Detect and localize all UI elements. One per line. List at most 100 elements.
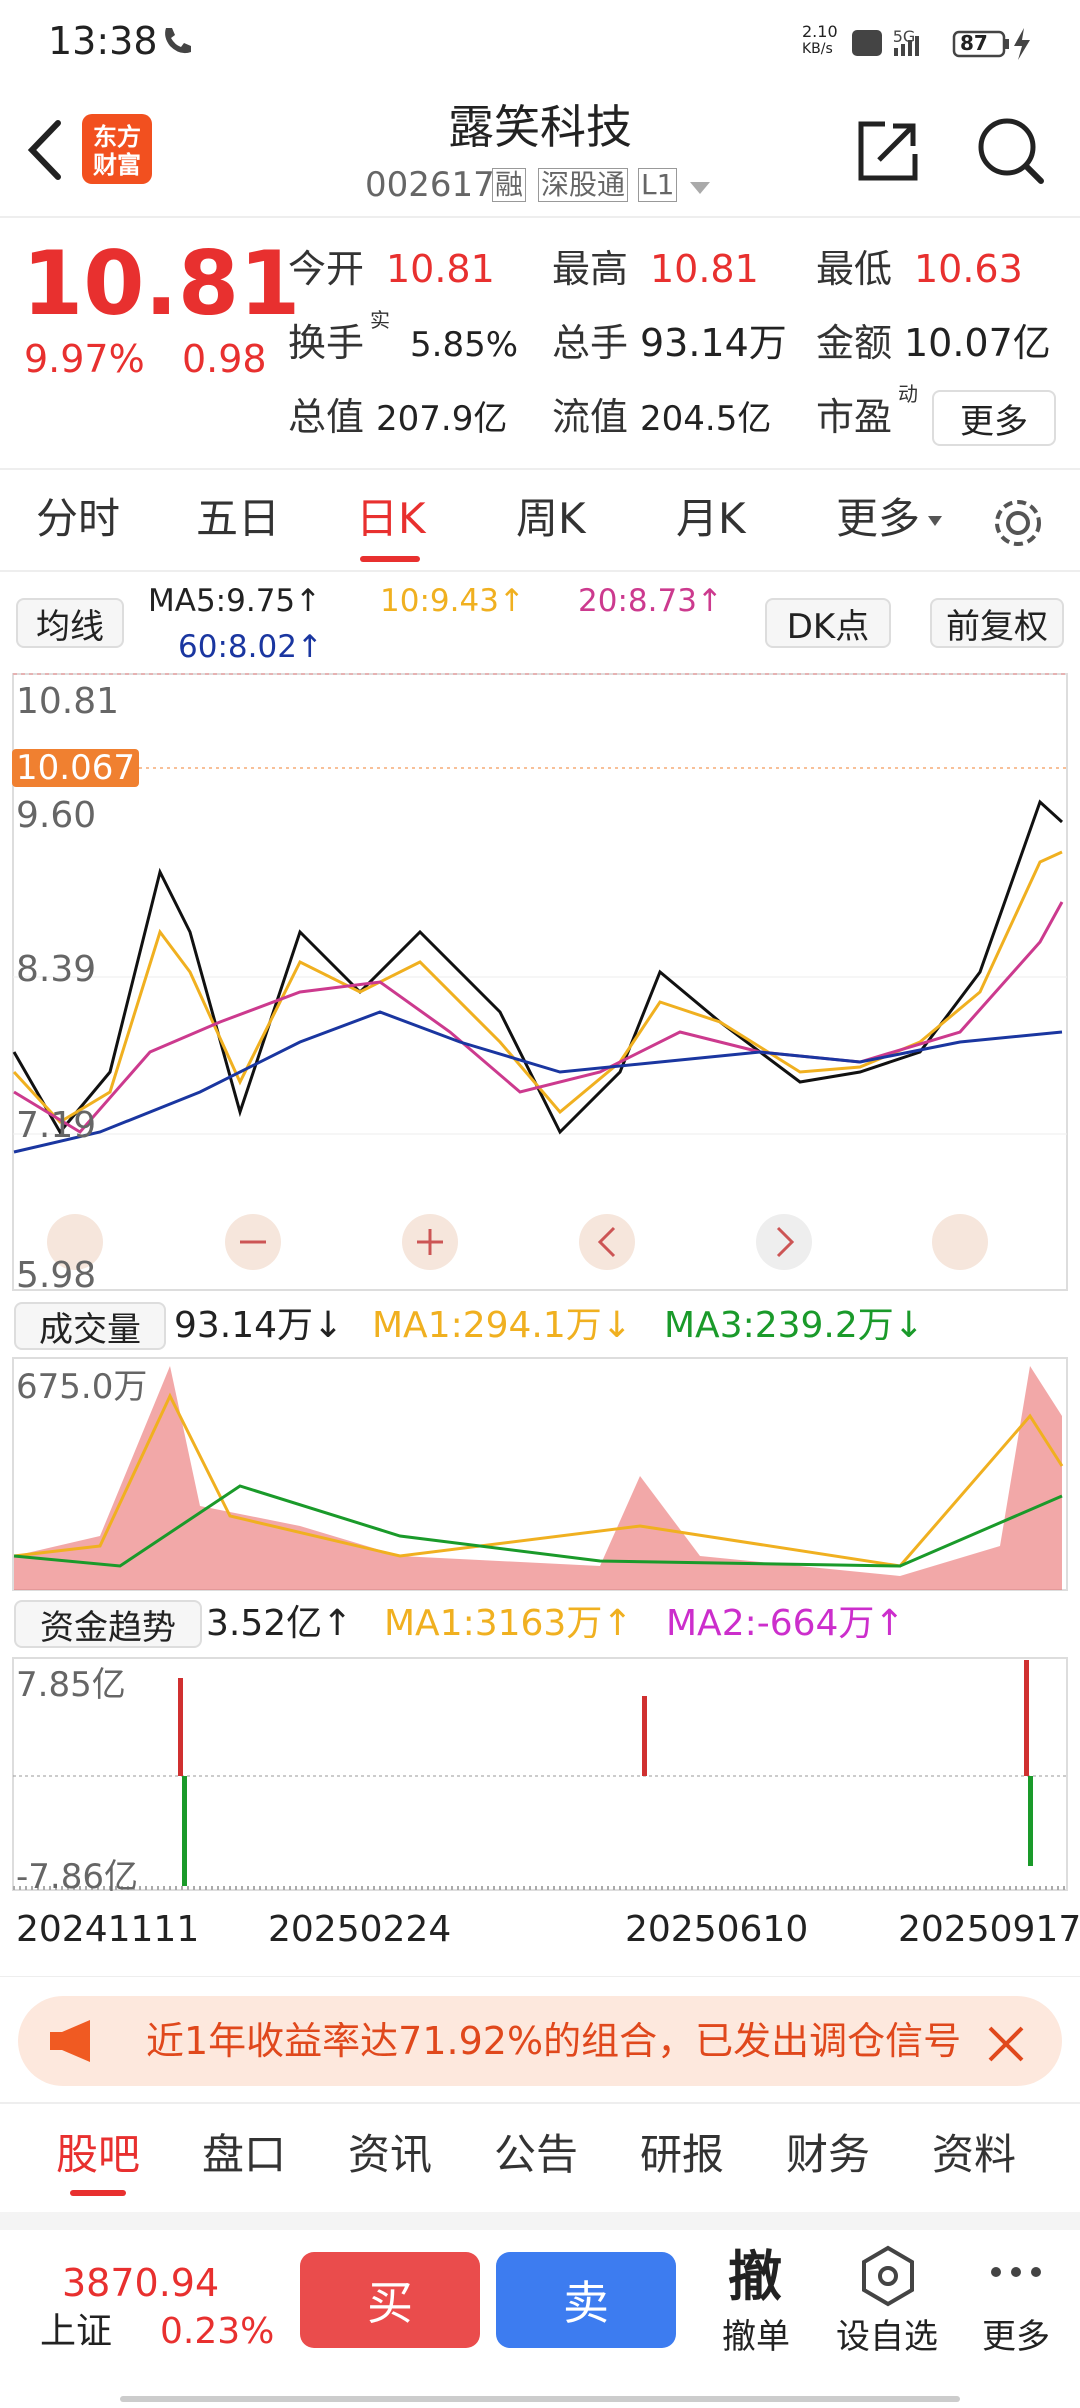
field-label: 流值 (552, 395, 629, 439)
watch-label[interactable]: 设自选 (836, 2317, 938, 2357)
field-value: 10.07亿 (904, 321, 1051, 365)
period-tab[interactable]: 更多 (836, 494, 921, 543)
change-pct: 9.97% (24, 337, 145, 381)
more-label[interactable]: 更多 (982, 2317, 1050, 2357)
time: 13:38 (48, 19, 158, 63)
stock-name: 露笑科技 (448, 100, 632, 154)
fund-min: -7.86亿 (16, 1857, 138, 1897)
field-value: 207.9亿 (376, 399, 508, 439)
volume-chart (12, 1357, 1068, 1591)
search-button[interactable] (975, 115, 1047, 187)
home-indicator (120, 2396, 960, 2402)
price-label: 5.98 (16, 1255, 97, 1296)
back-button[interactable] (20, 115, 70, 185)
field-label: 金额 (816, 321, 893, 365)
period-tab[interactable]: 周K (516, 494, 586, 543)
field-sup: 动 (898, 382, 918, 406)
field-value: 93.14万 (640, 321, 787, 365)
change: 0.98 (182, 337, 267, 381)
price-label: 10.81 (16, 681, 120, 722)
date-label: 20241111 (16, 1909, 200, 1950)
bottom-tab[interactable]: 公告 (494, 2130, 579, 2179)
field-label: 最高 (552, 247, 629, 291)
volume-ma3: MA3:239.2万↓ (664, 1305, 924, 1346)
bottom-tab-underline (70, 2190, 126, 2196)
price: 10.81 (22, 232, 301, 335)
adjust-button[interactable]: 前复权 (930, 598, 1064, 648)
price-label: 9.60 (16, 795, 97, 836)
settings-button[interactable] (990, 495, 1046, 551)
period-tab[interactable]: 分时 (36, 494, 121, 543)
phone-icon (165, 28, 191, 54)
more-icon[interactable] (986, 2262, 1046, 2282)
price-label: 7.19 (16, 1105, 97, 1146)
period-tab[interactable]: 月K (676, 494, 746, 543)
volume-value: 93.14万↓ (174, 1305, 344, 1346)
buy-button[interactable]: 买 (300, 2252, 480, 2348)
banner-text: 近1年收益率达71.92%的组合，已发出调仓信号 (146, 2022, 962, 2060)
ma10: 10:9.43↑ (380, 583, 525, 619)
stock-code: 002617 (365, 165, 495, 205)
current-price-tag: 10.067 (12, 749, 139, 787)
period-tab[interactable]: 日K (356, 494, 426, 543)
price-label: 8.39 (16, 949, 97, 990)
field-label: 市盈 (816, 395, 893, 439)
fund-max: 7.85亿 (16, 1665, 126, 1705)
status-icons: 5G (852, 27, 1030, 60)
bottom-tab[interactable]: 研报 (640, 2130, 725, 2179)
tab-caret (928, 516, 942, 526)
field-label: 总手 (552, 321, 629, 365)
field-label: 最低 (816, 247, 893, 291)
dk-button[interactable]: DK点 (765, 598, 891, 648)
field-value: 5.85% (410, 325, 519, 365)
field-sup: 实 (370, 308, 390, 332)
net-unit: KB/s (802, 41, 833, 57)
close-banner[interactable] (986, 2024, 1026, 2064)
bottom-tab[interactable]: 资料 (932, 2130, 1017, 2179)
ma20: 20:8.73↑ (578, 583, 723, 619)
battery: 87 (960, 31, 988, 55)
index-value: 3870.94 (62, 2261, 220, 2305)
ma5: MA5:9.75↑ (148, 583, 322, 619)
tag: 融 (492, 168, 527, 202)
sell-button[interactable]: 卖 (496, 2252, 676, 2348)
watch-icon[interactable] (858, 2244, 918, 2308)
cancel-icon[interactable]: 撤 (728, 2245, 782, 2308)
volume-ma1: MA1:294.1万↓ (372, 1305, 632, 1346)
bottom-tab[interactable]: 财务 (786, 2130, 871, 2179)
tag: L1 (638, 168, 678, 202)
tab-underline (360, 556, 420, 562)
tag: 深股通 (538, 168, 629, 202)
fund-value: 3.52亿↑ (206, 1603, 353, 1644)
volume-max: 675.0万 (16, 1367, 148, 1407)
field-value: 10.81 (386, 247, 495, 291)
field-label: 换手 (288, 321, 365, 365)
logo (82, 114, 152, 184)
promo-banner[interactable] (18, 1996, 1062, 2086)
volume-button[interactable]: 成交量 (14, 1302, 166, 1350)
cancel-label[interactable]: 撤单 (722, 2317, 790, 2357)
share-button[interactable] (855, 118, 921, 184)
bottom-tab[interactable]: 股吧 (56, 2130, 141, 2179)
field-value: 10.63 (914, 247, 1023, 291)
fund-button[interactable]: 资金趋势 (14, 1600, 202, 1648)
fund-ma1: MA1:3163万↑ (384, 1603, 633, 1644)
field-label: 今开 (288, 247, 365, 291)
more-button[interactable]: 更多 (932, 390, 1056, 446)
net-speed: 2.10 (802, 22, 838, 41)
date-label: 20250610 (625, 1909, 809, 1950)
fund-ma2: MA2:-664万↑ (666, 1603, 905, 1644)
ma-button[interactable]: 均线 (16, 598, 124, 648)
field-label: 总值 (288, 395, 365, 439)
date-label: 20250917 (898, 1909, 1080, 1950)
fund-chart (12, 1657, 1068, 1891)
logo-text: 东方财富 (93, 123, 141, 179)
bottom-tab[interactable]: 盘口 (202, 2130, 287, 2179)
dropdown[interactable] (688, 180, 712, 196)
field-value: 204.5亿 (640, 399, 772, 439)
bottom-tab[interactable]: 资讯 (348, 2130, 433, 2179)
kline-chart (12, 673, 1068, 1291)
date-label: 20250224 (268, 1909, 452, 1950)
period-tab[interactable]: 五日 (196, 494, 281, 543)
